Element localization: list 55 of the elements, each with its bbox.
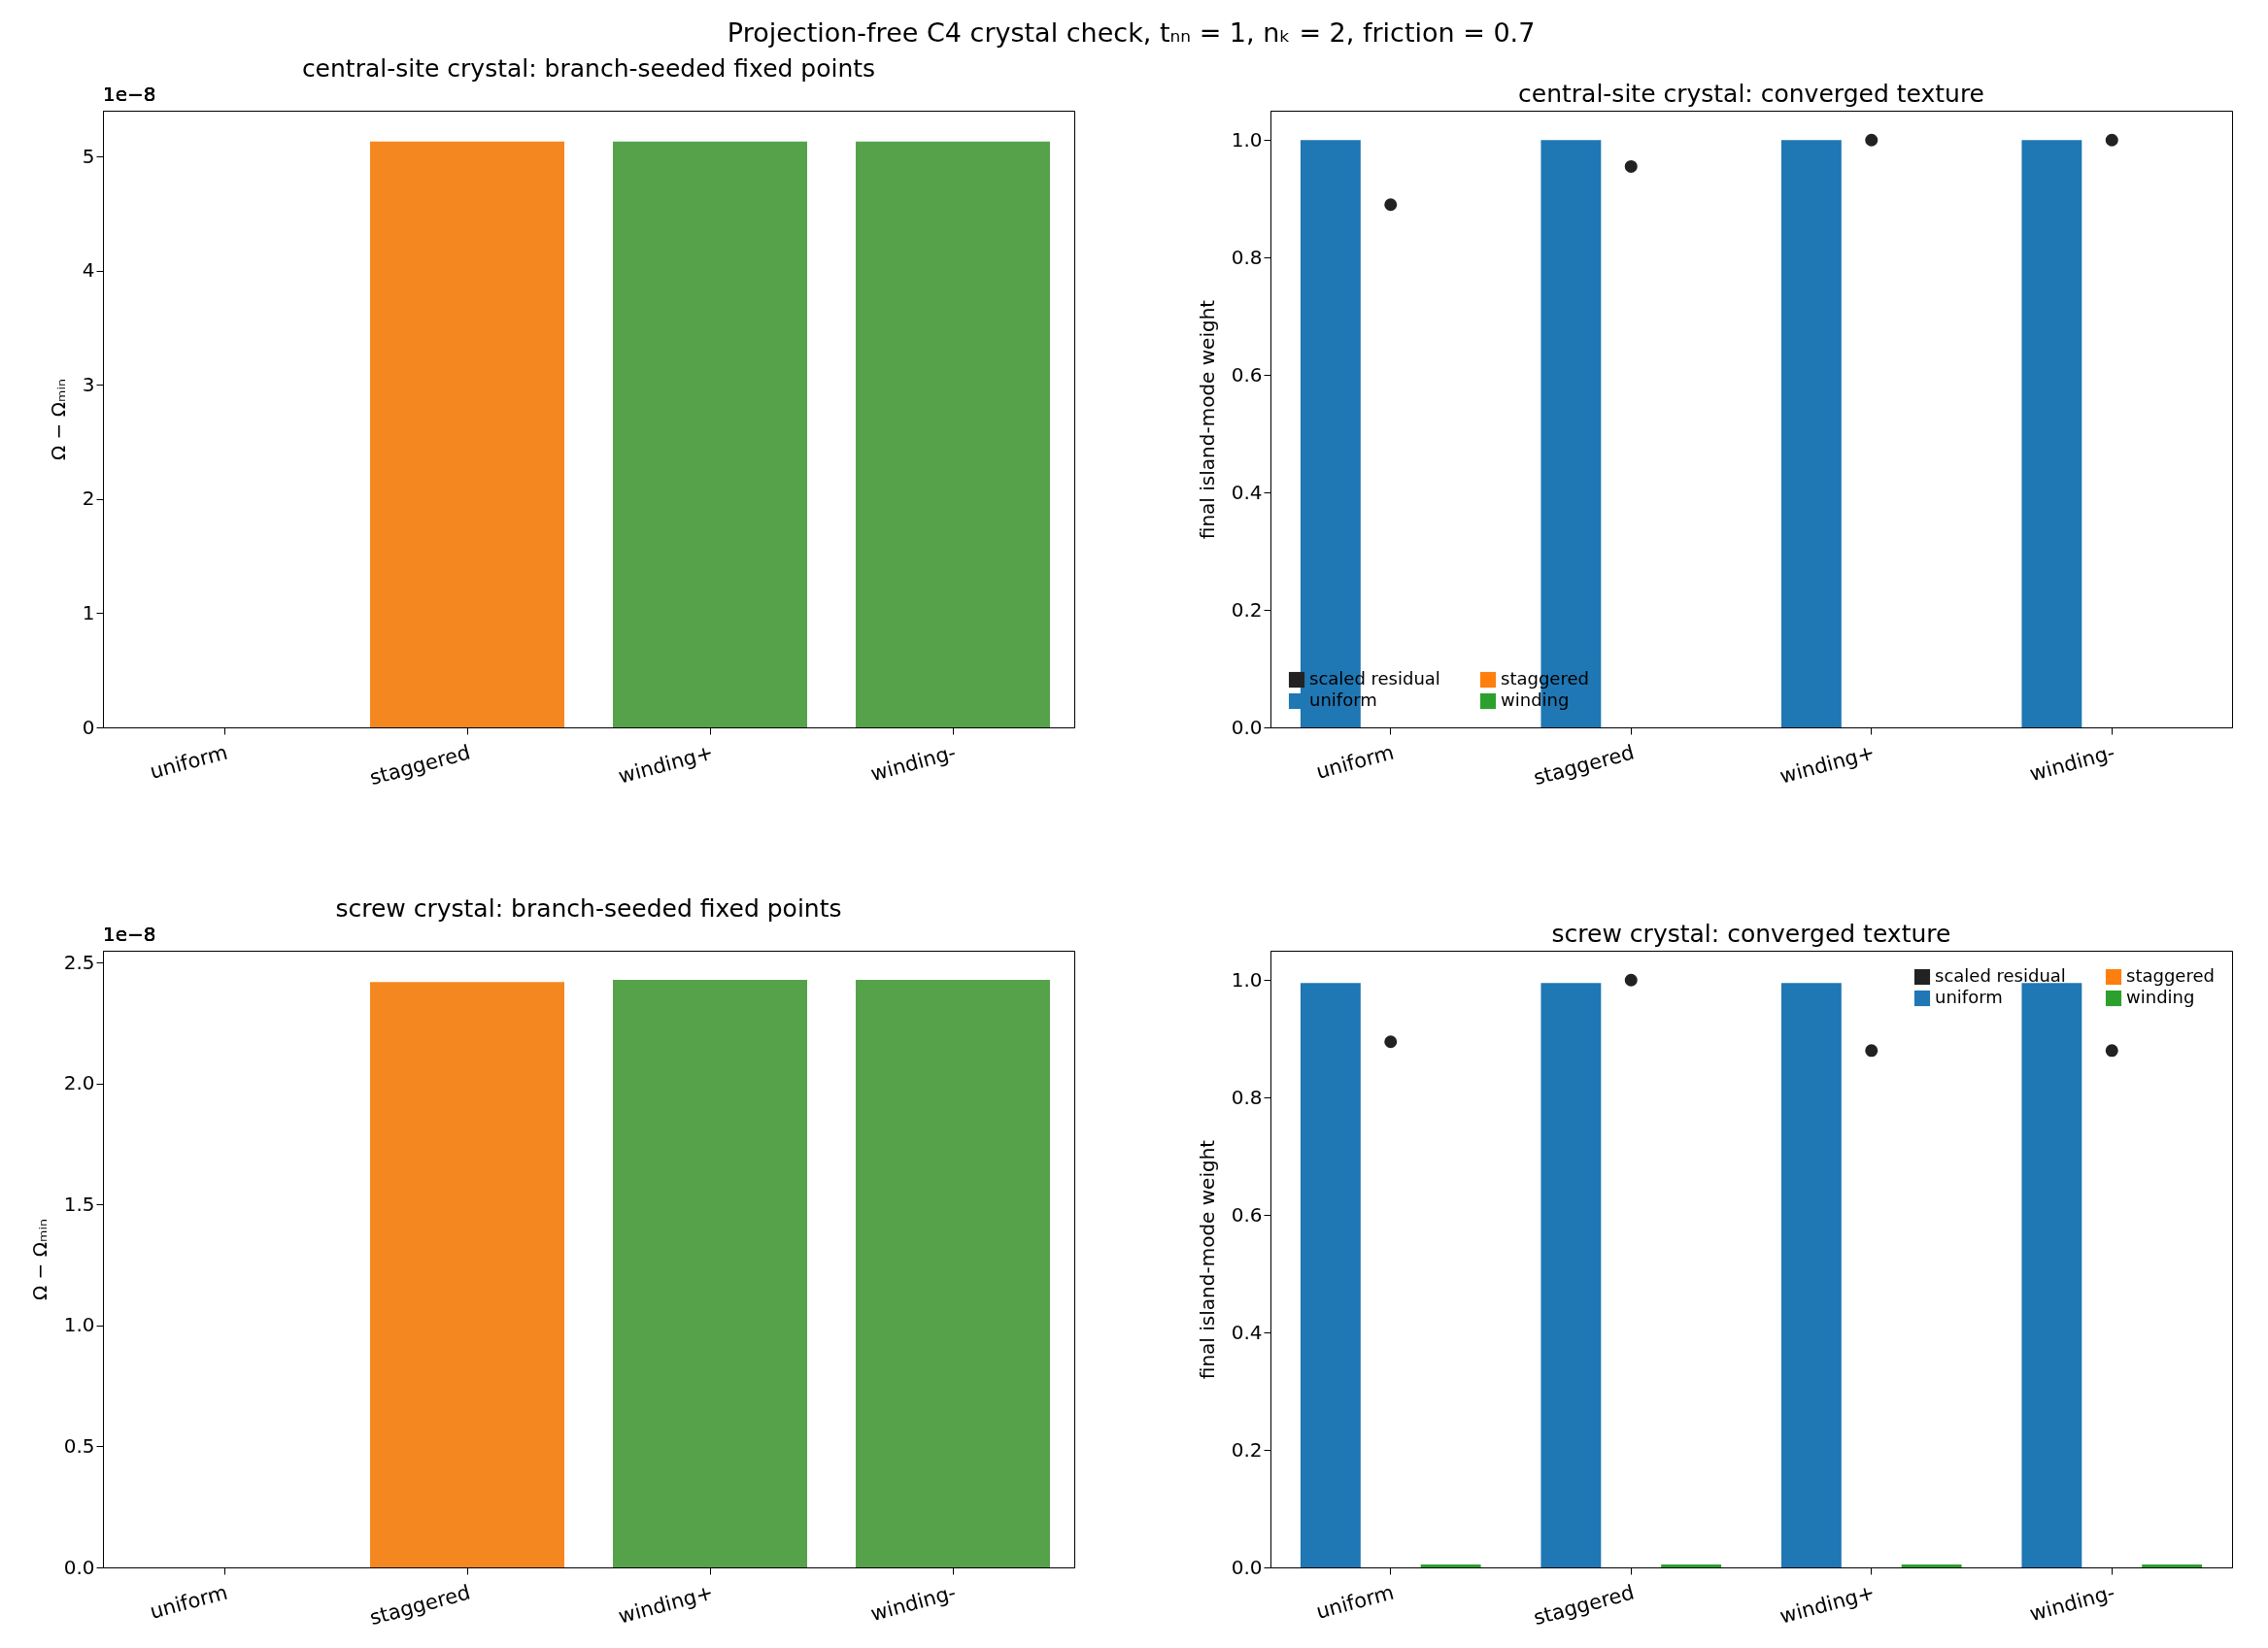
point: [2105, 133, 2118, 147]
legend-label: winding: [2126, 987, 2195, 1007]
y-tick-label: 0.6: [1231, 1202, 1263, 1227]
y-tick-label: 2.0: [63, 1071, 95, 1095]
x-tick-label: uniform: [1313, 740, 1397, 784]
text: 1e−8: [103, 83, 156, 106]
chart-title: central-site crystal: branch-seeded fixed points: [301, 54, 876, 83]
y-tick-label: 0.8: [1231, 1085, 1263, 1109]
y-tick-label: 1: [82, 600, 95, 624]
y-tick-label: 5: [82, 144, 95, 168]
y-tick-label: 0.4: [1231, 480, 1263, 504]
y-tick-label: 2: [82, 487, 95, 511]
y-tick-label: 0.0: [1231, 1555, 1263, 1579]
legend-label: scaled residual: [1935, 965, 2066, 986]
legend-label: uniform: [1935, 987, 2003, 1007]
text: 1e−8: [103, 923, 156, 946]
y-axis-title: final island-mode weight: [1195, 1139, 1219, 1380]
y-tick-label: 1.0: [63, 1313, 95, 1337]
x-tick-label: winding-: [2027, 1580, 2117, 1626]
point: [2105, 1044, 2118, 1058]
y-tick-label: 0.0: [1231, 715, 1263, 739]
y-tick-label: 3: [82, 372, 95, 396]
chart-title: central-site crystal: converged texture: [1518, 80, 1984, 108]
y-tick-label: 2.5: [63, 950, 95, 974]
y-tick-label: 0.6: [1231, 362, 1263, 387]
point: [1865, 1044, 1879, 1058]
y-tick-label: 1.0: [1231, 127, 1263, 151]
y-axis-title: Ω − Ωₘᵢₙ: [27, 1218, 51, 1301]
point: [1384, 198, 1398, 212]
y-tick-label: 0: [82, 715, 95, 739]
y-tick-label: 0.2: [1231, 1437, 1263, 1462]
y-tick-label: 1.5: [63, 1192, 95, 1216]
point: [1865, 133, 1879, 147]
y-axis-title: final island-mode weight: [1195, 299, 1219, 540]
legend-label: staggered: [2126, 965, 2215, 986]
y-tick-label: 0.4: [1231, 1320, 1263, 1344]
x-tick-label: winding-: [2027, 740, 2117, 786]
y-tick-label: 0.5: [63, 1433, 95, 1458]
y-tick-label: 4: [82, 258, 95, 283]
y-tick-label: 0.2: [1231, 597, 1263, 622]
point: [1384, 1035, 1398, 1049]
point: [1624, 973, 1638, 987]
x-tick-label: winding-: [867, 740, 959, 786]
x-tick-label: winding-: [867, 1580, 959, 1626]
y-axis-title: Ω − Ωₘᵢₙ: [46, 378, 70, 461]
chart-title: screw crystal: converged texture: [1551, 920, 1951, 948]
x-tick-label: uniform: [147, 1580, 230, 1624]
y-tick-label: 0.0: [63, 1555, 95, 1579]
point: [1624, 159, 1638, 173]
y-tick-label: 0.8: [1231, 245, 1263, 269]
chart-title: screw crystal: branch-seeded fixed points: [335, 894, 842, 923]
x-tick-label: uniform: [1313, 1580, 1397, 1624]
y-tick-label: 1.0: [1231, 967, 1263, 992]
text: Projection-free C4 crystal check, tₙₙ = 1, nₖ = 2, friction = 0.7: [727, 17, 1536, 48]
x-tick-label: uniform: [147, 740, 230, 784]
